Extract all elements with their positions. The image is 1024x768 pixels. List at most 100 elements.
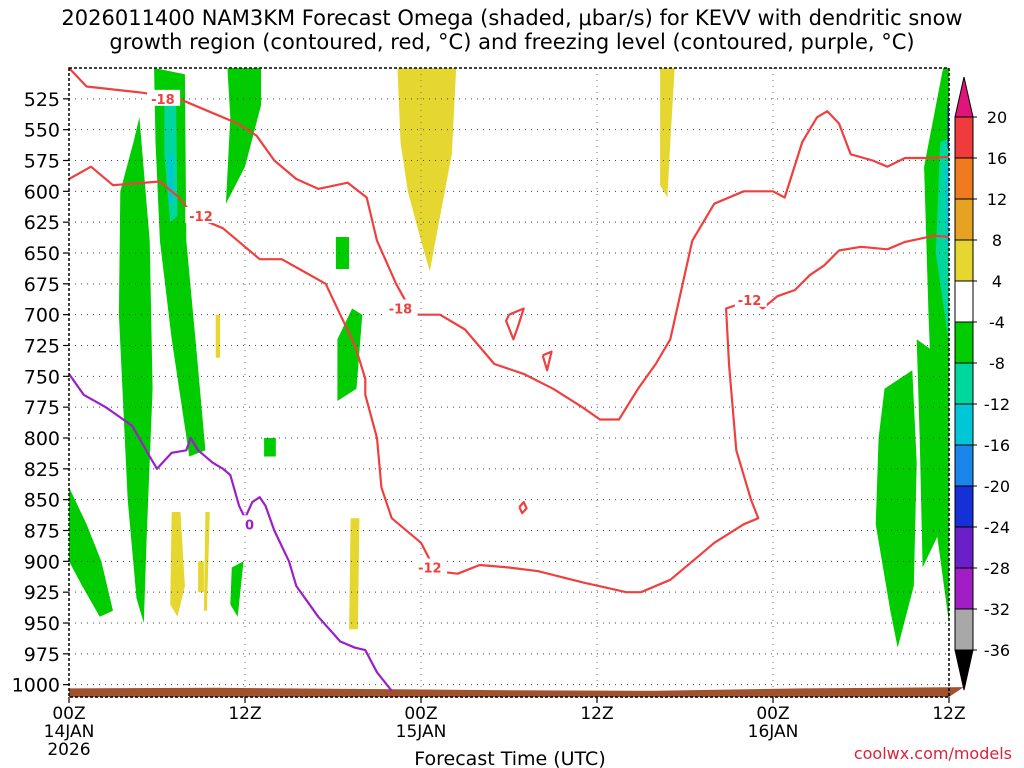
omega-region: [168, 154, 174, 204]
contour-label: -18: [389, 303, 413, 318]
contour-label: 0: [245, 518, 254, 533]
colorbar-bin: [954, 567, 974, 610]
x-tick-label: 00Z: [404, 704, 437, 724]
omega-region: [264, 438, 276, 457]
y-tick-label: 1000: [12, 675, 60, 697]
chart-title: 2026011400 NAM3KM Forecast Omega (shaded…: [0, 6, 1024, 54]
colorbar-label: 20: [987, 108, 1007, 127]
y-tick-label: 775: [24, 397, 60, 419]
credit-link[interactable]: coolwx.com/models: [853, 744, 1012, 763]
contour-label: -12: [738, 294, 762, 309]
colorbar-label: 16: [987, 149, 1007, 168]
temperature-contours: [69, 68, 949, 692]
omega-region: [660, 68, 675, 198]
colorbar-bin: [954, 403, 974, 446]
colorbar: 20 16 12 8 4 -4 -8 -12 -16 -20 -24 -28 -32 -36: [954, 76, 1010, 691]
x-tick-label: 12Z: [932, 704, 965, 724]
omega-region: [944, 163, 949, 247]
y-tick-label: 850: [24, 490, 60, 512]
colorbar-label: -32: [984, 600, 1010, 619]
colorbar-bin: [954, 444, 974, 487]
x-tick-date: 16JAN: [748, 722, 799, 742]
colorbar-label: -8: [989, 354, 1005, 373]
chart-title-line-2: growth region (contoured, red, °C) and f…: [109, 30, 915, 54]
colorbar-label: -4: [989, 313, 1005, 332]
y-tick-label: 725: [24, 336, 60, 358]
colorbar-bin: [954, 280, 974, 323]
contour-label-bg: [385, 299, 418, 316]
colorbar-label: -28: [984, 559, 1010, 578]
contour-label-bg: [147, 89, 181, 106]
terrain-surface: [69, 687, 964, 697]
omega-region: [337, 308, 363, 401]
x-tick-label: 12Z: [580, 704, 613, 724]
contour-label: -18: [151, 93, 175, 108]
chart-title-line-1: 2026011400 NAM3KM Forecast Omega (shaded…: [61, 6, 963, 30]
x-tick-year: 2026: [47, 740, 90, 760]
contour-line: [505, 307, 525, 341]
omega-region: [397, 68, 457, 272]
grid-lines: [69, 68, 949, 697]
colorbar-label: -36: [984, 641, 1010, 660]
colorbar-bin: [954, 239, 974, 282]
y-tick-label: 925: [24, 582, 60, 604]
colorbar-label: 4: [992, 272, 1002, 291]
contour-label-bg: [185, 207, 219, 223]
y-tick-label: 625: [24, 212, 60, 234]
y-tick-label: 975: [24, 644, 60, 666]
x-axis-label: Forecast Time (UTC): [414, 748, 605, 768]
omega-region: [875, 370, 917, 648]
colorbar-bin: [954, 321, 974, 364]
y-tick-label: 750: [24, 366, 60, 388]
x-tick-label: 12Z: [228, 704, 261, 724]
omega-region: [349, 518, 360, 630]
omega-region: [118, 117, 153, 624]
colorbar-bin: [954, 157, 974, 200]
contour-line: [69, 165, 949, 594]
omega-region: [198, 561, 204, 593]
colorbar-bin: [954, 198, 974, 241]
y-tick-label: 600: [24, 181, 60, 203]
omega-shading: [69, 68, 949, 648]
contour-label: -12: [418, 562, 442, 577]
colorbar-label: 12: [987, 190, 1007, 209]
plot-border: [68, 67, 950, 698]
contour-label-bg: [241, 515, 256, 532]
contour-line: [69, 68, 949, 421]
y-tick-label: 700: [24, 305, 60, 327]
y-tick-label: 800: [24, 428, 60, 450]
x-tick-label: 00Z: [756, 704, 789, 724]
x-tick-label: 00Z: [52, 704, 85, 724]
omega-region: [170, 512, 185, 617]
contour-line: [518, 501, 528, 515]
omega-region: [225, 68, 262, 204]
omega-region: [335, 237, 350, 269]
colorbar-label: -16: [984, 436, 1010, 455]
omega-region: [215, 314, 221, 358]
y-axis: 525 550 575 600 625 650 675 700 725 750 775 800 825 8…: [12, 89, 69, 697]
colorbar-label: 8: [992, 231, 1002, 250]
colorbar-bin: [954, 485, 974, 528]
contour-label-bg: [415, 558, 448, 575]
x-tick-date: 15JAN: [396, 722, 447, 742]
y-tick-label: 950: [24, 613, 60, 635]
x-tick-date: 14JAN: [44, 722, 95, 742]
colorbar-bin: [954, 526, 974, 569]
y-tick-label: 575: [24, 151, 60, 173]
colorbar-label: -24: [984, 518, 1010, 537]
y-tick-label: 900: [24, 551, 60, 573]
colorbar-label: -20: [984, 477, 1010, 496]
omega-region: [916, 339, 938, 568]
omega-region: [947, 105, 949, 149]
omega-region: [154, 68, 206, 457]
omega-region: [203, 512, 210, 611]
y-tick-label: 875: [24, 521, 60, 543]
colorbar-bin: [954, 608, 974, 651]
terrain: [69, 687, 964, 697]
plot-frame: [68, 67, 950, 698]
y-tick-label: 675: [24, 274, 60, 296]
contour-label: -12: [189, 210, 213, 225]
omega-region: [69, 487, 113, 617]
omega-region: [230, 561, 244, 617]
